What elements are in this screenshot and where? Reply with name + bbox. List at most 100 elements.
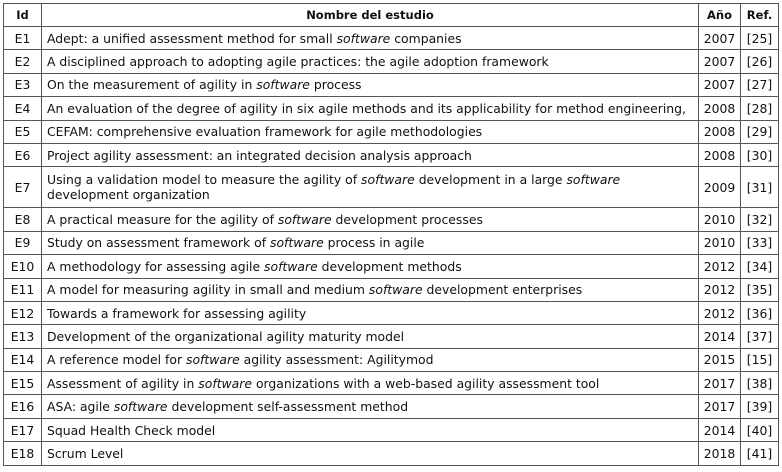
title-text: Squad Health Check model: [47, 422, 216, 438]
table-row: E9 Study on assessment framework of softw…: [3, 230, 779, 256]
id-cell: E16: [3, 394, 42, 419]
title-italic: software: [256, 77, 310, 93]
title-text: development processes: [331, 212, 483, 228]
table-row: E7 Using a validation model to measure th…: [3, 166, 779, 209]
title-text: On the measurement of agility in: [47, 77, 257, 93]
year-cell: 2012: [698, 300, 741, 326]
ref-cell: [36]: [740, 300, 779, 326]
id-cell: E10: [3, 254, 42, 279]
title-text: Assessment of agility in: [47, 375, 199, 391]
year-cell: 2010: [698, 230, 741, 256]
id-cell: E13: [3, 324, 42, 349]
title-text: Towards a framework for assessing agilit…: [47, 305, 307, 321]
year-cell: 2010: [698, 207, 741, 232]
title-cell: Using a validation model to measure the …: [41, 166, 699, 209]
title-text: Development of the organizational agilit…: [47, 328, 405, 344]
header-cell: Nombre del estudio: [41, 3, 699, 27]
table-row: E13 Development of the organizational agi…: [3, 324, 779, 349]
ref-cell: [28]: [740, 96, 779, 121]
year-cell: 2008: [698, 119, 741, 144]
title-cell: An evaluation of the degree of agility i…: [41, 96, 699, 121]
table-row: E11 A model for measuring agility in smal…: [3, 277, 779, 302]
year-cell: 2012: [698, 277, 741, 302]
title-text: A reference model for: [47, 352, 187, 368]
title-text: Adept: a unified assessment method for s…: [47, 30, 337, 46]
title-cell: Project agility assessment: an integrate…: [41, 142, 699, 168]
title-text: process: [309, 77, 362, 93]
ref-cell: [34]: [740, 254, 779, 279]
title-cell: A model for measuring agility in small a…: [41, 277, 699, 302]
title-cell: CEFAM: comprehensive evaluation framewor…: [41, 119, 699, 144]
id-cell: E17: [3, 417, 42, 443]
title-text: Project agility assessment: an integrate…: [47, 147, 472, 163]
table-row: E4 An evaluation of the degree of agility…: [3, 96, 779, 121]
title-italic: software: [566, 172, 621, 188]
title-text: Scrum Level: [47, 445, 124, 461]
header-cell: Ref.: [740, 3, 779, 27]
title-text: A model for measuring agility in small a…: [47, 282, 369, 298]
title-text: Study on assessment framework of: [47, 235, 271, 251]
ref-cell: [38]: [740, 371, 779, 396]
ref-cell: [29]: [740, 119, 779, 144]
header-cell: Año: [698, 3, 741, 27]
title-text: development self-assessment method: [167, 399, 409, 415]
table-row: E15 Assessment of agility in software org…: [3, 371, 779, 396]
table-row: E3 On the measurement of agility in softw…: [3, 72, 779, 98]
title-italic: software: [277, 212, 332, 228]
title-text: organizations with a web-based agility a…: [252, 375, 600, 391]
table-row: E12 Towards a framework for assessing agi…: [3, 300, 779, 326]
title-cell: Study on assessment framework of softwar…: [41, 230, 699, 256]
ref-cell: [25]: [740, 25, 779, 51]
id-cell: E3: [3, 72, 42, 98]
year-cell: 2007: [698, 49, 741, 74]
ref-cell: [33]: [740, 230, 779, 256]
year-cell: 2008: [698, 142, 741, 168]
id-cell: E2: [3, 49, 42, 74]
year-cell: 2017: [698, 371, 741, 396]
header-row: Id Nombre del estudio Año Ref.: [3, 3, 779, 27]
ref-cell: [31]: [740, 166, 779, 209]
year-cell: 2015: [698, 347, 741, 373]
id-cell: E9: [3, 230, 42, 256]
title-text: companies: [390, 30, 462, 46]
title-cell: A disciplined approach to adopting agile…: [41, 49, 699, 74]
page: Id Nombre del estudio Año Ref. E1 Adept: …: [0, 3, 782, 472]
title-italic: software: [336, 30, 391, 46]
title-cell: A practical measure for the agility of s…: [41, 207, 699, 232]
title-cell: On the measurement of agility in softwar…: [41, 72, 699, 98]
title-italic: software: [198, 375, 252, 391]
title-cell: Assessment of agility in software organi…: [41, 371, 699, 396]
ref-cell: [39]: [740, 394, 779, 419]
table-row: E6 Project agility assessment: an integra…: [3, 142, 779, 168]
table-row: E18 Scrum Level 2018 [41]: [3, 441, 779, 466]
title-text: agility assessment: Agilitymod: [239, 352, 434, 368]
ref-cell: [35]: [740, 277, 779, 302]
year-cell: 2017: [698, 394, 741, 419]
title-text: A methodology for assessing agile: [47, 258, 265, 274]
table-row: E1 Adept: a unified assessment method for…: [3, 25, 779, 51]
year-cell: 2007: [698, 72, 741, 98]
studies-table: Id Nombre del estudio Año Ref. E1 Adept: …: [3, 3, 779, 466]
table-header: Id Nombre del estudio Año Ref.: [3, 3, 779, 27]
table-row: E14 A reference model for software agilit…: [3, 347, 779, 373]
title-cell: Adept: a unified assessment method for s…: [41, 25, 699, 51]
title-text: process in agile: [323, 235, 425, 251]
title-text: A disciplined approach to adopting agile…: [47, 54, 549, 70]
title-text: development in a large: [414, 172, 567, 188]
title-cell: A reference model for software agility a…: [41, 347, 699, 373]
ref-cell: [26]: [740, 49, 779, 74]
title-italic: software: [361, 172, 415, 188]
year-cell: 2007: [698, 25, 741, 51]
id-cell: E12: [3, 300, 42, 326]
id-cell: E6: [3, 142, 42, 168]
id-cell: E1: [3, 25, 42, 51]
table-body: E1 Adept: a unified assessment method for…: [3, 25, 779, 466]
id-cell: E18: [3, 441, 42, 466]
title-cell: A methodology for assessing agile softwa…: [41, 254, 699, 279]
table-row: E2 A disciplined approach to adopting agi…: [3, 49, 779, 74]
ref-cell: [40]: [740, 417, 779, 443]
table-row: E16 ASA: agile software development self-…: [3, 394, 779, 419]
header-cell: Id: [3, 3, 42, 27]
id-cell: E14: [3, 347, 42, 373]
year-cell: 2014: [698, 324, 741, 349]
